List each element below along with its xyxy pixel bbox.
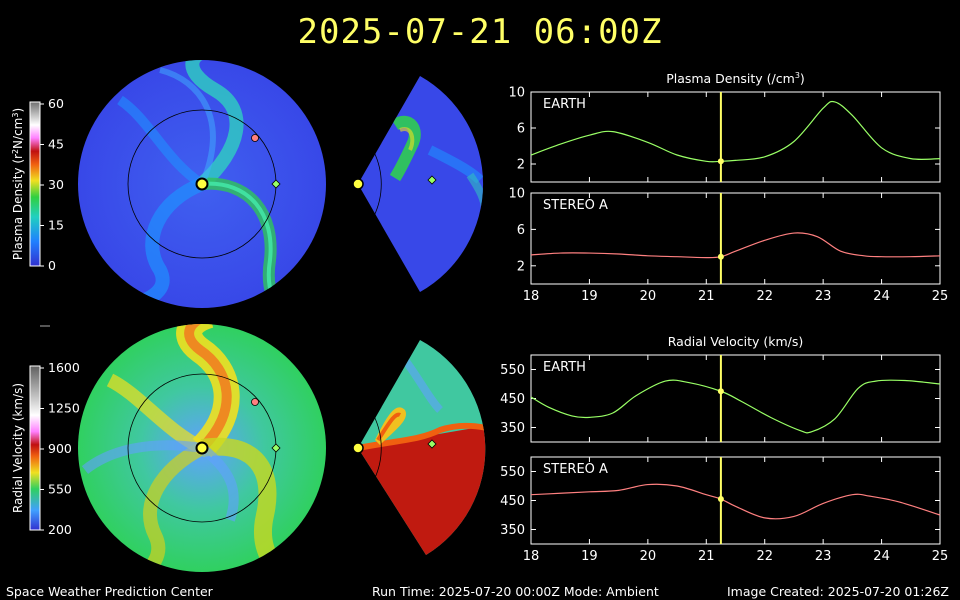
- series-line: [530, 379, 941, 434]
- earth-marker-icon: [271, 175, 437, 453]
- y-tick-label: 2: [517, 158, 525, 173]
- colorbar-tick-label: 30: [48, 177, 64, 192]
- x-tick-label: 23: [815, 549, 832, 564]
- sun-icon: [195, 177, 364, 455]
- colorbar-tick-label: 60: [48, 96, 64, 111]
- colorbar-tick-label: 550: [48, 482, 72, 497]
- y-tick-label: 550: [500, 465, 525, 480]
- current-value-point: [717, 158, 724, 165]
- panel-label: EARTH: [543, 97, 586, 112]
- colorbar-tick-label: 45: [48, 137, 64, 152]
- x-tick-label: 20: [640, 289, 657, 304]
- plot-frame: [530, 91, 941, 183]
- x-tick-label: 21: [698, 549, 715, 564]
- current-value-point: [717, 496, 724, 503]
- timeseries-panel-3: 550 450 350 Radial Velocity (km/s) EARTH: [500, 334, 941, 443]
- series-line: [530, 100, 941, 163]
- plot-frame: [530, 192, 941, 285]
- colorbar-tick-label: 15: [48, 218, 64, 233]
- y-tick-label: 10: [508, 86, 525, 101]
- x-tick-label: 18: [523, 289, 540, 304]
- y-tick-label: 6: [517, 223, 525, 238]
- panel-title: Plasma Density (/cm3): [666, 71, 805, 86]
- timeseries-panel-1: 10 6 2 Plasma Density (/cm3) EARTH: [508, 71, 941, 183]
- stereo-a-marker-icon: [251, 134, 259, 406]
- panel-label: EARTH: [543, 360, 586, 375]
- series-line: [530, 232, 941, 259]
- colorbar-tick-label: 1600: [48, 360, 80, 375]
- x-tick-label: 22: [756, 549, 773, 564]
- colorbar-tick-label: 1250: [48, 401, 80, 416]
- timeseries-panel-4: 550 450 350 18 19 20 21 22 23 24 25 STEREO A: [500, 456, 949, 564]
- velocity-colorbar: 1600 1250 900 550 200 Radial Velocity (km/s): [11, 360, 80, 537]
- density-colorbar-label: Plasma Density (r2N/cm3): [11, 108, 25, 260]
- plot-frame: [530, 456, 941, 545]
- density-colorbar: 60 45 30 15 0 Plasma Density (r2N/cm3): [11, 96, 64, 273]
- colorbar-tick-label: 200: [48, 522, 72, 537]
- footer-run-time: Run Time: 2025-07-20 00:00Z Mode: Ambien…: [372, 584, 659, 599]
- y-tick-label: 550: [500, 363, 525, 378]
- x-tick-label: 19: [581, 549, 598, 564]
- timeseries-panel-2: 10 6 2 18 19 20 21 22 23 24 25 STEREO A: [508, 187, 948, 305]
- y-tick-label: 350: [500, 421, 525, 436]
- panel-label: STEREO A: [543, 198, 608, 213]
- current-value-point: [717, 253, 724, 260]
- series-line: [530, 483, 941, 520]
- x-tick-label: 25: [932, 289, 949, 304]
- y-tick-label: 10: [508, 187, 525, 202]
- density-meridional-wedge: [358, 76, 484, 292]
- x-tick-label: 20: [640, 549, 657, 564]
- y-tick-label: 6: [517, 122, 525, 137]
- footer-image-created: Image Created: 2025-07-20 01:26Z: [727, 584, 949, 599]
- x-tick-label: 24: [873, 549, 890, 564]
- y-tick-label: 2: [517, 259, 525, 274]
- page-title: 2025-07-21 06:00Z: [297, 12, 663, 52]
- colorbar-tick-label: 900: [48, 441, 72, 456]
- y-tick-label: 450: [500, 392, 525, 407]
- panel-label: STEREO A: [543, 462, 608, 477]
- x-tick-label: 21: [698, 289, 715, 304]
- velocity-colorbar-label: Radial Velocity (km/s): [11, 383, 25, 513]
- panel-title: Radial Velocity (km/s): [668, 334, 804, 349]
- colorbar-tick-label: 0: [48, 258, 56, 273]
- footer-organization: Space Weather Prediction Center: [6, 584, 213, 599]
- x-tick-label: 19: [581, 289, 598, 304]
- x-tick-label: 22: [756, 289, 773, 304]
- velocity-meridional-wedge: [358, 340, 486, 555]
- x-tick-label: 23: [815, 289, 832, 304]
- current-value-point: [717, 388, 724, 395]
- y-tick-label: 350: [500, 523, 525, 538]
- x-tick-label: 25: [932, 549, 949, 564]
- y-tick-label: 450: [500, 494, 525, 509]
- x-tick-label: 18: [523, 549, 540, 564]
- x-tick-label: 24: [873, 289, 890, 304]
